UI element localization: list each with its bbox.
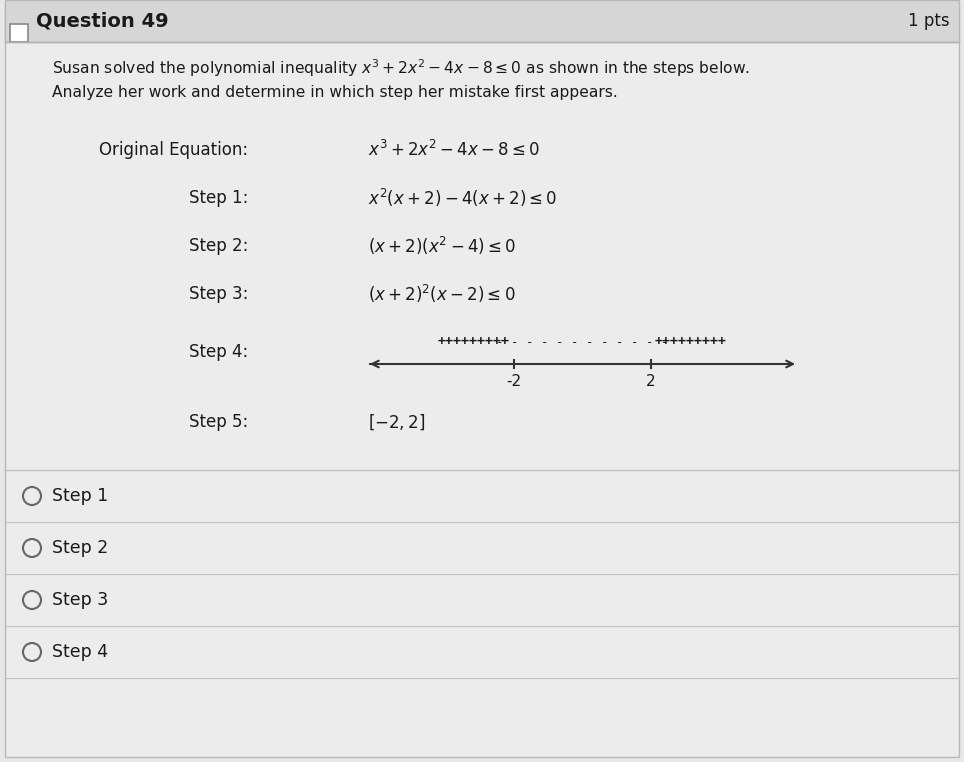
Text: Step 1: Step 1 <box>52 487 108 505</box>
Bar <box>10 24 28 42</box>
Text: Step 4:: Step 4: <box>189 343 248 361</box>
Text: Step 1:: Step 1: <box>189 189 248 207</box>
Text: $(x + 2)(x^2 - 4) \leq 0$: $(x + 2)(x^2 - 4) \leq 0$ <box>368 235 516 257</box>
Text: $x^2 (x + 2) - 4 (x + 2) \leq 0$: $x^2 (x + 2) - 4 (x + 2) \leq 0$ <box>368 187 557 209</box>
Text: Susan solved the polynomial inequality $x^3 + 2x^2 - 4x - 8 \leq 0$ as shown in : Susan solved the polynomial inequality $… <box>52 57 750 78</box>
Text: +++++++++: +++++++++ <box>438 335 510 348</box>
Text: 2: 2 <box>646 374 656 389</box>
Bar <box>5 0 959 42</box>
Text: Step 3:: Step 3: <box>189 285 248 303</box>
Text: $(x + 2)^2(x - 2) \leq 0$: $(x + 2)^2(x - 2) \leq 0$ <box>368 283 516 305</box>
Text: Step 2: Step 2 <box>52 539 108 557</box>
Text: - - - - - - - - - - - -: - - - - - - - - - - - - <box>496 335 669 348</box>
Text: Step 5:: Step 5: <box>189 413 248 431</box>
Text: Step 4: Step 4 <box>52 643 108 661</box>
Text: Step 3: Step 3 <box>52 591 108 609</box>
Text: Original Equation:: Original Equation: <box>99 141 248 159</box>
Text: Question 49: Question 49 <box>36 11 169 30</box>
Text: Step 2:: Step 2: <box>189 237 248 255</box>
Text: +++++++++: +++++++++ <box>655 335 727 348</box>
Text: $x^3 + 2x^2 - 4x - 8 \leq 0$: $x^3 + 2x^2 - 4x - 8 \leq 0$ <box>368 140 540 160</box>
Text: $[-2, 2]$: $[-2, 2]$ <box>368 412 425 432</box>
Text: Analyze her work and determine in which step her mistake first appears.: Analyze her work and determine in which … <box>52 85 618 100</box>
Text: -2: -2 <box>506 374 522 389</box>
Text: 1 pts: 1 pts <box>908 12 950 30</box>
